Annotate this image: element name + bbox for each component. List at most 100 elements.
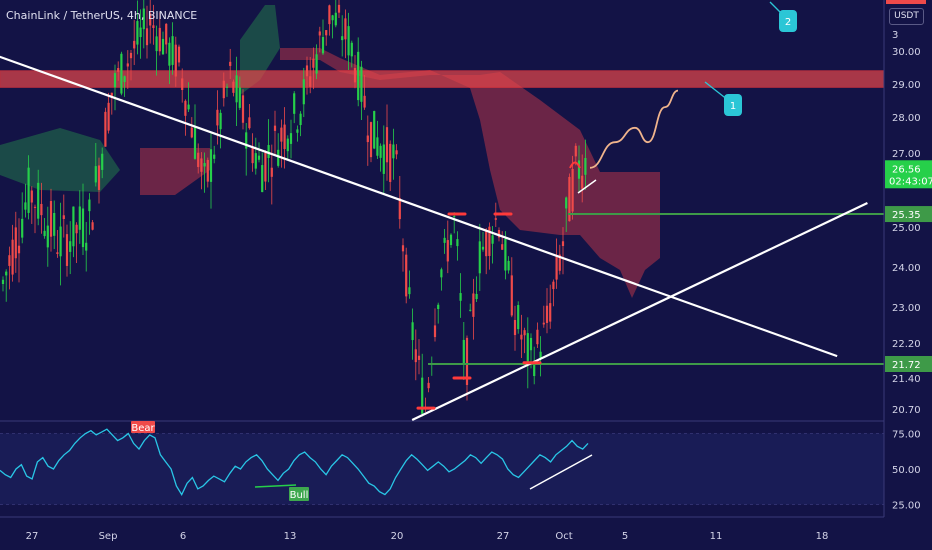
candle-body <box>88 199 91 212</box>
candle-body <box>161 38 165 55</box>
price-axis-bg <box>884 0 932 550</box>
candle-body <box>113 73 117 88</box>
price-label-value: 21.72 <box>892 360 921 371</box>
rsi-line <box>0 428 589 496</box>
cloud-bear-1 <box>140 148 210 195</box>
candle-body <box>347 26 350 56</box>
candle-body <box>286 138 289 152</box>
candle-body <box>488 226 491 256</box>
candle-body <box>213 154 216 159</box>
time-tick: 6 <box>180 531 186 542</box>
candle-body <box>174 44 177 77</box>
callout-label: 1 <box>730 101 736 112</box>
candle-body <box>517 305 520 330</box>
candle-body <box>411 322 414 341</box>
price-label-box <box>885 356 932 372</box>
candle-body <box>91 222 94 230</box>
candle-body <box>21 218 24 238</box>
time-tick: 5 <box>622 531 628 542</box>
candle-body <box>571 168 574 212</box>
candle-body <box>264 152 267 182</box>
callout-label: 2 <box>785 17 791 28</box>
bull-label: Bull <box>290 490 309 501</box>
candle-body <box>421 377 424 414</box>
time-tick: 27 <box>497 531 510 542</box>
candle-body <box>123 76 126 83</box>
candle-body <box>136 21 139 45</box>
bear-label: Bear <box>131 423 155 434</box>
price-label-timer: 02:43:07 <box>889 176 932 187</box>
candle-body <box>97 165 101 190</box>
breakout-tick <box>577 179 597 194</box>
candle-body <box>62 215 65 219</box>
candle-body <box>526 333 529 365</box>
candle-body <box>270 167 273 177</box>
candle-body <box>302 79 305 105</box>
candle-body <box>142 8 145 30</box>
candle-body <box>542 322 545 325</box>
candle-body <box>309 76 312 87</box>
candle-body <box>523 330 526 336</box>
candle-body <box>501 244 504 250</box>
chart-title: ChainLink / TetherUS, 4h, BINANCE <box>6 9 198 22</box>
candle-body <box>72 206 75 247</box>
candle-body <box>209 149 213 182</box>
price-label-value: 25.35 <box>892 210 921 221</box>
trendline-ascending <box>411 201 868 421</box>
currency-badge[interactable]: USDT <box>889 8 924 25</box>
candle-body <box>254 153 257 169</box>
candle-body <box>181 78 184 91</box>
candle-body <box>219 112 222 130</box>
candle-body <box>437 304 440 309</box>
candle-body <box>446 240 449 262</box>
candle-body <box>43 230 46 237</box>
candle-body <box>462 339 465 364</box>
candle-body <box>510 275 513 316</box>
candle-body <box>494 218 497 220</box>
candle-body <box>94 166 97 183</box>
candle-body <box>325 30 328 36</box>
candle-body <box>398 198 401 220</box>
bull-label-box <box>289 487 309 501</box>
candle-body <box>251 146 254 164</box>
candle-body <box>337 4 341 13</box>
candle-body <box>5 271 8 276</box>
price-label-value: 26.56 <box>892 164 921 175</box>
candle-body <box>110 92 113 96</box>
candle-body <box>53 213 56 236</box>
candle-body <box>366 135 369 143</box>
candle-body <box>385 127 389 163</box>
bear-label-box <box>131 421 155 433</box>
candle-body <box>363 95 366 108</box>
price-tick: 24.00 <box>892 263 921 274</box>
candle-body <box>56 252 59 254</box>
candle-body <box>305 65 309 77</box>
candle-body <box>177 46 181 63</box>
candle-body <box>261 165 264 193</box>
candle-body <box>8 255 11 266</box>
candle-body <box>299 113 302 126</box>
candle-body <box>101 153 104 170</box>
candle-body <box>456 239 459 247</box>
candle-body <box>46 225 49 248</box>
candle-body <box>507 260 510 271</box>
candle-body <box>257 155 261 160</box>
cloud-bear-2 <box>280 48 660 298</box>
candle-body <box>395 150 398 155</box>
price-tick: 30.00 <box>892 47 921 58</box>
candle-body <box>449 234 453 246</box>
candle-body <box>577 160 581 179</box>
candle-body <box>49 200 53 237</box>
candle-body <box>126 63 129 67</box>
candle-body <box>273 125 277 131</box>
time-tick: 18 <box>816 531 829 542</box>
candle-body <box>78 206 81 230</box>
candle-body <box>225 86 229 88</box>
candle-body <box>165 23 168 45</box>
candle-body <box>81 208 85 248</box>
candle-body <box>277 149 280 166</box>
candle-body <box>331 15 334 21</box>
price-label-box <box>885 206 932 223</box>
price-label-box <box>885 160 932 189</box>
